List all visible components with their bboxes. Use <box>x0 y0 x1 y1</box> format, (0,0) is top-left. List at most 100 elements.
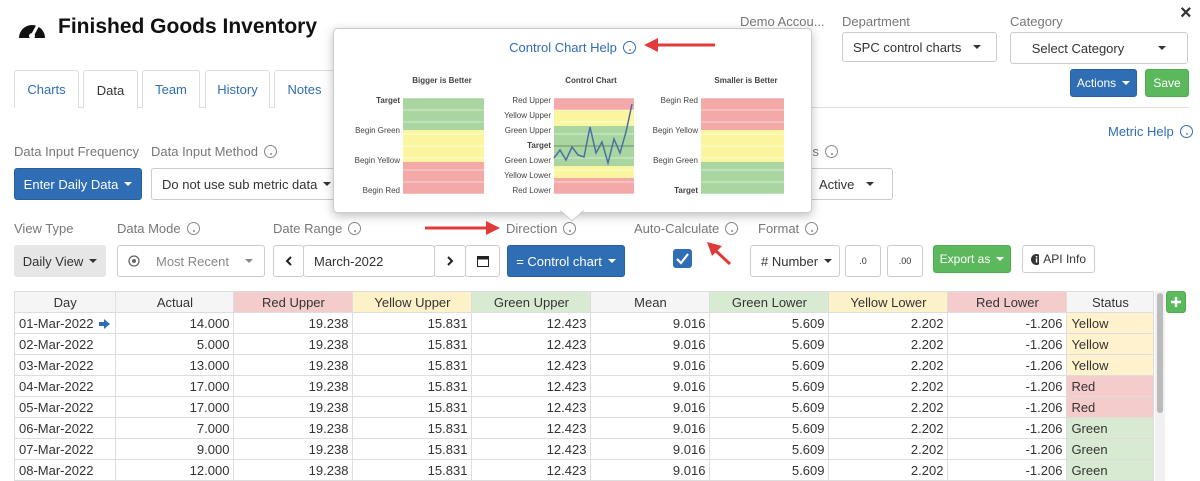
value-cell: 9.016 <box>590 375 711 397</box>
value-cell: 19.238 <box>233 459 354 481</box>
calendar-button[interactable] <box>465 245 500 277</box>
mini-chart-label: Yellow Upper <box>504 111 551 120</box>
path <box>1171 297 1181 307</box>
mini-chart-label: Begin Yellow <box>355 156 401 165</box>
mini-chart-label: Yellow Lower <box>504 171 551 180</box>
add-row-button[interactable] <box>1166 291 1186 313</box>
tab[interactable]: History <box>205 70 270 108</box>
mini-chart-label: Green Lower <box>505 156 552 165</box>
input-method-label-wrap: Data Input Method <box>151 144 277 159</box>
input-method-select[interactable]: Do not use sub metric data <box>151 168 351 200</box>
export-text: Export as <box>939 252 991 266</box>
column-header: Yellow Lower <box>828 291 949 313</box>
prev-button[interactable] <box>273 245 304 277</box>
value-cell: 19.238 <box>233 438 354 460</box>
cell-text: 9.016 <box>672 462 706 478</box>
format-select[interactable]: # Number <box>750 245 840 277</box>
department-select[interactable]: SPC control charts <box>842 32 997 62</box>
category-value: Select Category <box>1031 40 1125 56</box>
zone-band <box>403 162 484 194</box>
mini-chart-label: Target <box>674 186 698 195</box>
cell-text: 03-Mar-2022 <box>19 357 94 373</box>
cell-text: 19.238 <box>308 315 349 331</box>
scroll-thumb <box>1157 293 1163 413</box>
mini-chart-title: Smaller is Better <box>714 76 777 85</box>
value-cell: 5.609 <box>709 333 830 355</box>
cell-text: 06-Mar-2022 <box>19 420 94 436</box>
info-icon <box>1031 253 1040 265</box>
data-mode-select[interactable]: Most Recent <box>117 245 265 277</box>
metric-help-link[interactable]: Metric Help <box>1108 124 1193 139</box>
close-button[interactable]: × <box>1180 2 1192 24</box>
caret <box>607 259 616 263</box>
value-cell: -1.206 <box>947 333 1068 355</box>
actions-text: Actions <box>1076 76 1117 90</box>
value-cell: -1.206 <box>947 375 1068 397</box>
table-head: Day Actual Red Upper Yellow Upper Green Uppe… <box>13 291 1155 313</box>
caret <box>244 259 253 263</box>
entry-icon <box>99 318 111 329</box>
view-type-button[interactable]: Daily View <box>14 245 106 277</box>
save-button[interactable]: Save <box>1145 69 1189 97</box>
value-cell: -1.206 <box>947 312 1068 334</box>
value-cell: 5.609 <box>709 396 830 418</box>
value-cell: 5.609 <box>709 417 830 439</box>
value-cell: 9.000 <box>115 438 235 460</box>
enter-daily-button[interactable]: Enter Daily Data <box>14 168 142 200</box>
status-select[interactable]: Active <box>808 168 893 200</box>
cell-text: Yellow <box>1071 357 1109 373</box>
direction-button[interactable]: = Control chart <box>507 245 625 277</box>
cell-text: 12.423 <box>546 315 587 331</box>
mini-chart-label: Green Upper <box>505 126 552 135</box>
decimal-less-button[interactable]: .0 <box>845 245 881 277</box>
tab[interactable]: Charts <box>14 70 79 108</box>
value-cell: 19.238 <box>233 354 354 376</box>
tab[interactable]: Notes <box>274 70 335 108</box>
cell-text: 15.831 <box>427 420 468 436</box>
tab[interactable]: Data <box>83 70 138 109</box>
date-input[interactable]: March-2022 <box>303 245 435 277</box>
table-body: 01-Mar-2022 14.000 19.238 15.831 12.423 9.016… <box>13 312 1155 481</box>
actions-button[interactable]: Actions <box>1070 69 1137 97</box>
value-cell: 15.831 <box>352 375 473 397</box>
department-value: SPC control charts <box>853 39 962 55</box>
day-cell: 02-Mar-2022 <box>13 333 117 355</box>
scrollbar[interactable] <box>1155 291 1165 481</box>
direction-label: Direction <box>506 221 558 236</box>
export-button[interactable]: Export as <box>933 245 1011 273</box>
day-cell: 04-Mar-2022 <box>13 375 117 397</box>
status-value: Active <box>819 176 855 192</box>
value-cell: 19.238 <box>233 417 354 439</box>
circle <box>29 33 35 39</box>
value-cell: -1.206 <box>947 459 1068 481</box>
api-info-button[interactable]: API Info <box>1022 245 1095 273</box>
table-row: 01-Mar-2022 14.000 19.238 15.831 12.423 9.016… <box>13 312 1155 334</box>
cell-text: Yellow <box>1071 336 1109 352</box>
cell-text: 15.831 <box>427 378 468 394</box>
chevron-left <box>285 256 292 266</box>
tab[interactable]: Team <box>142 70 200 108</box>
metric-help-text: Metric Help <box>1108 124 1174 139</box>
value-cell: 9.016 <box>590 417 711 439</box>
value-cell: 19.238 <box>233 312 354 334</box>
view-type-value: Daily View <box>22 253 84 269</box>
auto-calc-checkbox[interactable] <box>673 249 692 268</box>
category-select[interactable]: Select Category <box>1010 32 1188 64</box>
table-row: 05-Mar-2022 17.000 19.238 15.831 12.423 9.016… <box>13 396 1155 418</box>
caret <box>89 259 98 263</box>
next-button[interactable] <box>434 245 466 277</box>
value-cell: 9.016 <box>590 459 711 481</box>
cell-text: 2.202 <box>910 357 944 373</box>
mini-chart-label: Begin Green <box>653 156 698 165</box>
value-cell: 9.016 <box>590 438 711 460</box>
value-cell: -1.206 <box>947 396 1068 418</box>
value-cell: 9.016 <box>590 396 711 418</box>
table-row: 02-Mar-2022 5.000 19.238 15.831 12.423 9.016 5… <box>13 333 1155 355</box>
column-header: Actual <box>115 291 235 313</box>
value-cell: 2.202 <box>828 459 949 481</box>
cell-text: 19.238 <box>308 420 349 436</box>
value-cell: 2.202 <box>828 396 949 418</box>
caret <box>973 45 982 49</box>
decimal-more-button[interactable]: .00 <box>887 245 923 277</box>
